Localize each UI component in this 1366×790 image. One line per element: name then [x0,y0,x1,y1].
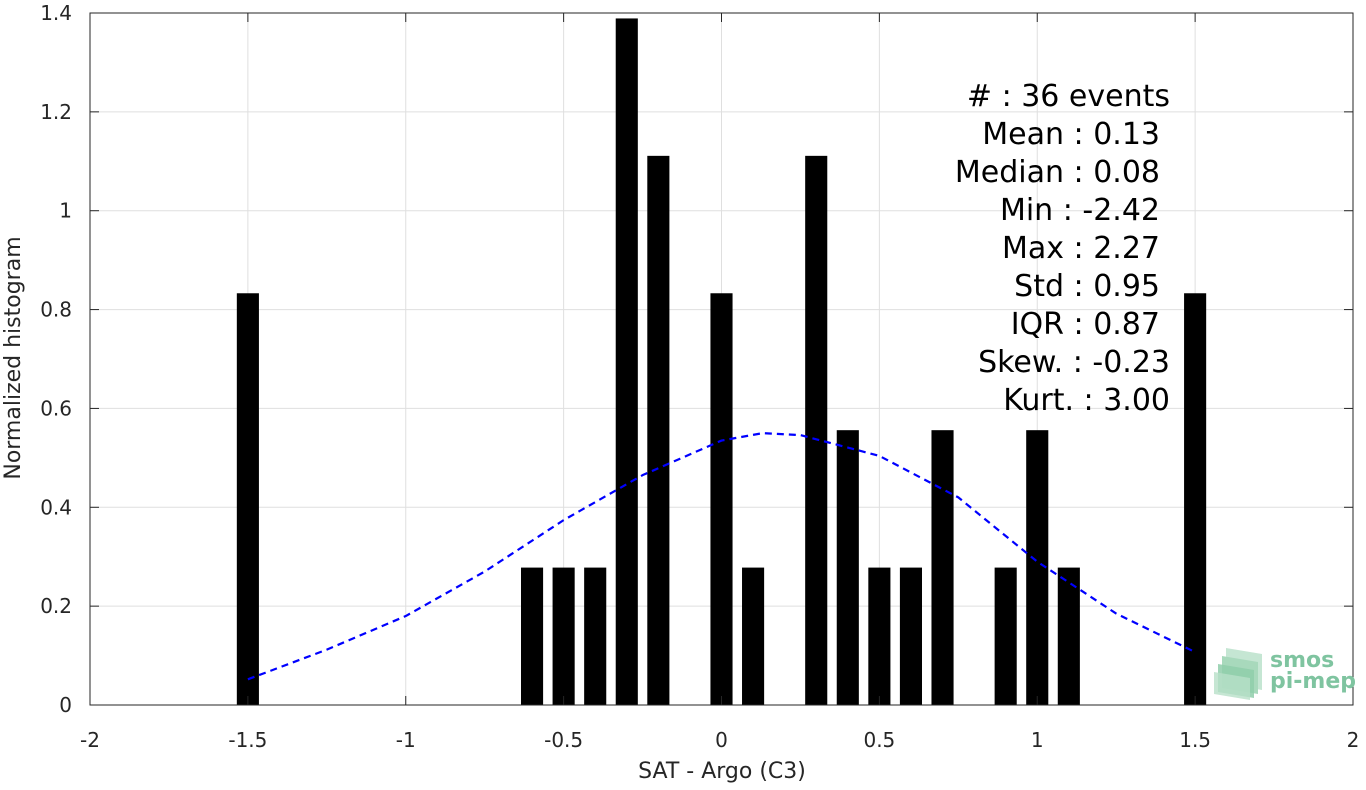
stats-skew: Skew. : -0.23 [978,345,1170,380]
histogram-bar [742,567,765,705]
histogram-bar [1184,293,1207,705]
stats-iqr: IQR : 0.87 [1011,307,1160,342]
smos-pi-mep-logo: smos pi-mep [1214,648,1356,700]
ticks-layer: -2 -1.5 -1 -0.5 0 0.5 1 1.5 2 0 0.2 0.4 0.6 0.8 1 1.2 1.… [40,1,1359,752]
histogram-bar [1057,567,1080,705]
x-axis-label: SAT - Argo (C3) [638,759,806,784]
stats-median: Median : 0.08 [955,155,1160,190]
histogram-bar [805,155,828,705]
x-tick-label: 0 [715,728,728,752]
histogram-bar [520,567,544,705]
histogram-bar [931,430,954,705]
histogram-bar [615,18,638,706]
bars-layer [236,18,1207,706]
x-tick-label: -1 [396,728,416,752]
stats-max: Max : 2.27 [1002,231,1160,266]
logo-line-2: pi-mep [1270,669,1356,694]
stats-count: # : 36 events [967,79,1170,114]
y-tick-label: 1.4 [40,1,72,25]
y-tick-label: 1.2 [40,100,72,124]
gaussian-fit-curve [247,432,1196,681]
x-tick-label: -1.5 [228,728,267,752]
y-tick-label: 0 [59,693,72,717]
stats-box: # : 36 events Mean : 0.13 Median : 0.08 … [955,79,1170,418]
y-tick-label: 0.6 [40,396,72,420]
x-tick-label: 1 [1031,728,1044,752]
y-tick-label: 0.2 [40,594,72,618]
histogram-bar [836,430,859,705]
y-tick-label: 0.4 [40,495,72,519]
stats-kurt: Kurt. : 3.00 [1003,383,1170,418]
stats-min: Min : -2.42 [1000,193,1160,228]
histogram-bar [868,567,891,705]
histogram-bar [899,567,923,705]
x-tick-label: 2 [1347,728,1360,752]
histogram-bar [552,567,575,705]
x-tick-label: -2 [80,728,100,752]
histogram-bar [647,155,670,705]
x-tick-label: 0.5 [863,728,895,752]
x-tick-label: -0.5 [544,728,583,752]
stats-mean: Mean : 0.13 [982,117,1160,152]
y-tick-label: 0.8 [40,298,72,322]
y-tick-label: 1 [59,199,72,223]
logo-icon [1214,648,1262,700]
histogram-bar [236,293,259,705]
y-axis-label: Normalized histogram [1,236,26,479]
logo-line-1: smos [1270,648,1334,673]
histogram-bar [584,567,607,705]
histogram-bar [710,293,733,705]
histogram-bar [994,567,1017,705]
stats-std: Std : 0.95 [1014,269,1160,304]
x-tick-label: 1.5 [1179,728,1211,752]
histogram-bar [1026,430,1049,705]
curve-layer [247,432,1196,681]
